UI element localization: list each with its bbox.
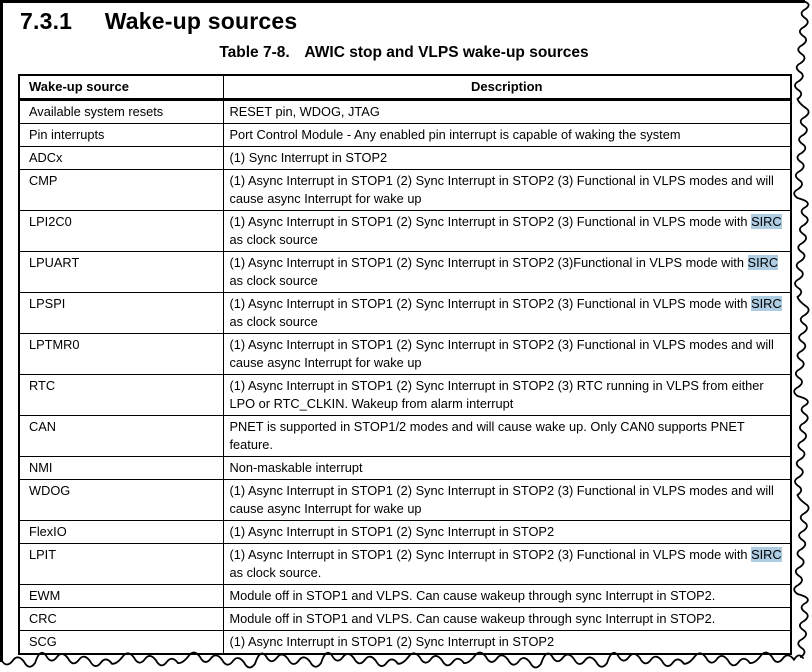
section-heading: 7.3.1 Wake-up sources — [20, 8, 297, 35]
table-caption-title: AWIC stop and VLPS wake-up sources — [304, 44, 589, 61]
highlighted-term: SIRC — [751, 547, 782, 562]
description-text: as clock source — [229, 232, 318, 247]
wakeup-source-cell: Pin interrupts — [18, 123, 224, 147]
description-cell: (1) Async Interrupt in STOP1 (2) Sync In… — [222, 210, 792, 252]
description-text: (1) Async Interrupt in STOP1 (2) Sync In… — [229, 524, 555, 539]
description-text: RESET pin, WDOG, JTAG — [229, 104, 380, 119]
table-row: FlexIO (1) Async Interrupt in STOP1 (2) … — [18, 520, 792, 544]
wakeup-source-cell: RTC — [18, 374, 224, 416]
description-text: as clock source — [229, 314, 318, 329]
table-caption-label: Table 7-8. — [219, 44, 290, 61]
description-cell: (1) Async Interrupt in STOP1 (2) Sync In… — [222, 520, 792, 544]
table-row: Pin interrupts Port Control Module - Any… — [18, 123, 792, 147]
wakeup-source-cell: LPSPI — [18, 292, 224, 334]
wakeup-source-cell: CAN — [18, 415, 224, 457]
table-row: WDOG (1) Async Interrupt in STOP1 (2) Sy… — [18, 479, 792, 521]
description-cell: (1) Async Interrupt in STOP1 (2) Sync In… — [222, 251, 792, 293]
wakeup-source-cell: LPIT — [18, 543, 224, 585]
wakeup-source-cell: LPTMR0 — [18, 333, 224, 375]
description-cell: Non-maskable interrupt — [222, 456, 792, 480]
table-row: NMI Non-maskable interrupt — [18, 456, 792, 480]
description-text: (1) Async Interrupt in STOP1 (2) Sync In… — [229, 337, 774, 370]
description-cell: (1) Async Interrupt in STOP1 (2) Sync In… — [222, 292, 792, 334]
table-row: CMP (1) Async Interrupt in STOP1 (2) Syn… — [18, 169, 792, 211]
wakeup-source-cell: CRC — [18, 607, 224, 631]
wakeup-source-cell: WDOG — [18, 479, 224, 521]
description-text: as clock source — [229, 273, 318, 288]
description-text: Module off in STOP1 and VLPS. Can cause … — [229, 611, 716, 626]
page-frame-top-border — [0, 0, 805, 3]
description-text: (1) Sync Interrupt in STOP2 — [229, 150, 388, 165]
table-header-row: Wake-up source Description — [18, 74, 792, 101]
table-row: Available system resets RESET pin, WDOG,… — [18, 99, 792, 124]
description-cell: (1) Async Interrupt in STOP1 (2) Sync In… — [222, 479, 792, 521]
description-cell: RESET pin, WDOG, JTAG — [222, 99, 792, 124]
page-frame-left-border — [0, 0, 3, 662]
description-text: (1) Async Interrupt in STOP1 (2) Sync In… — [229, 483, 774, 516]
description-cell: (1) Async Interrupt in STOP1 (2) Sync In… — [222, 374, 792, 416]
column-header-description: Description — [222, 74, 792, 101]
description-text: (1) Async Interrupt in STOP1 (2) Sync In… — [229, 296, 752, 311]
wakeup-source-cell: EWM — [18, 584, 224, 608]
table-caption: Table 7-8. AWIC stop and VLPS wake-up so… — [18, 44, 790, 62]
table-header: Wake-up source Description — [18, 74, 792, 101]
wakeup-source-cell: NMI — [18, 456, 224, 480]
highlighted-term: SIRC — [751, 296, 782, 311]
wakeup-source-cell: Available system resets — [18, 99, 224, 124]
description-cell: PNET is supported in STOP1/2 modes and w… — [222, 415, 792, 457]
description-text: Non-maskable interrupt — [229, 460, 363, 475]
table-row: RTC (1) Async Interrupt in STOP1 (2) Syn… — [18, 374, 792, 416]
table-row: LPI2C0 (1) Async Interrupt in STOP1 (2) … — [18, 210, 792, 252]
description-cell: Module off in STOP1 and VLPS. Can cause … — [222, 584, 792, 608]
description-cell: Module off in STOP1 and VLPS. Can cause … — [222, 607, 792, 631]
section-number: 7.3.1 — [20, 8, 73, 34]
description-cell: (1) Sync Interrupt in STOP2 — [222, 146, 792, 170]
wakeup-source-cell: LPUART — [18, 251, 224, 293]
table-row: CAN PNET is supported in STOP1/2 modes a… — [18, 415, 792, 457]
description-text: (1) Async Interrupt in STOP1 (2) Sync In… — [229, 547, 752, 562]
section-title: Wake-up sources — [104, 8, 298, 34]
table-row: EWM Module off in STOP1 and VLPS. Can ca… — [18, 584, 792, 608]
wakeup-source-cell: CMP — [18, 169, 224, 211]
description-cell: (1) Async Interrupt in STOP1 (2) Sync In… — [222, 169, 792, 211]
description-cell: Port Control Module - Any enabled pin in… — [222, 123, 792, 147]
description-text: Module off in STOP1 and VLPS. Can cause … — [229, 588, 716, 603]
table-row: SCG (1) Async Interrupt in STOP1 (2) Syn… — [18, 630, 792, 655]
table-body: Available system resets RESET pin, WDOG,… — [18, 99, 792, 655]
description-text: Port Control Module - Any enabled pin in… — [229, 127, 681, 142]
table-row: CRC Module off in STOP1 and VLPS. Can ca… — [18, 607, 792, 631]
description-text: as clock source. — [229, 565, 322, 580]
description-text: (1) Async Interrupt in STOP1 (2) Sync In… — [229, 378, 764, 411]
column-header-wakeup-source: Wake-up source — [18, 74, 224, 101]
table-row: LPUART (1) Async Interrupt in STOP1 (2) … — [18, 251, 792, 293]
table-row: LPIT (1) Async Interrupt in STOP1 (2) Sy… — [18, 543, 792, 585]
torn-edge-right — [793, 0, 810, 658]
description-cell: (1) Async Interrupt in STOP1 (2) Sync In… — [222, 333, 792, 375]
description-text: (1) Async Interrupt in STOP1 (2) Sync In… — [229, 255, 748, 270]
highlighted-term: SIRC — [751, 214, 782, 229]
wakeup-source-cell: LPI2C0 — [18, 210, 224, 252]
description-text: (1) Async Interrupt in STOP1 (2) Sync In… — [229, 214, 752, 229]
description-text: (1) Async Interrupt in STOP1 (2) Sync In… — [229, 634, 555, 649]
highlighted-term: SIRC — [747, 255, 779, 270]
table-row: ADCx (1) Sync Interrupt in STOP2 — [18, 146, 792, 170]
description-cell: (1) Async Interrupt in STOP1 (2) Sync In… — [222, 543, 792, 585]
table-row: LPTMR0 (1) Async Interrupt in STOP1 (2) … — [18, 333, 792, 375]
description-text: PNET is supported in STOP1/2 modes and w… — [229, 419, 745, 452]
wakeup-sources-table: Wake-up source Description Available sys… — [18, 74, 792, 655]
wakeup-source-cell: ADCx — [18, 146, 224, 170]
table-row: LPSPI (1) Async Interrupt in STOP1 (2) S… — [18, 292, 792, 334]
wakeup-source-cell: FlexIO — [18, 520, 224, 544]
wakeup-source-cell: SCG — [18, 630, 224, 655]
description-text: (1) Async Interrupt in STOP1 (2) Sync In… — [229, 173, 774, 206]
description-cell: (1) Async Interrupt in STOP1 (2) Sync In… — [222, 630, 792, 655]
